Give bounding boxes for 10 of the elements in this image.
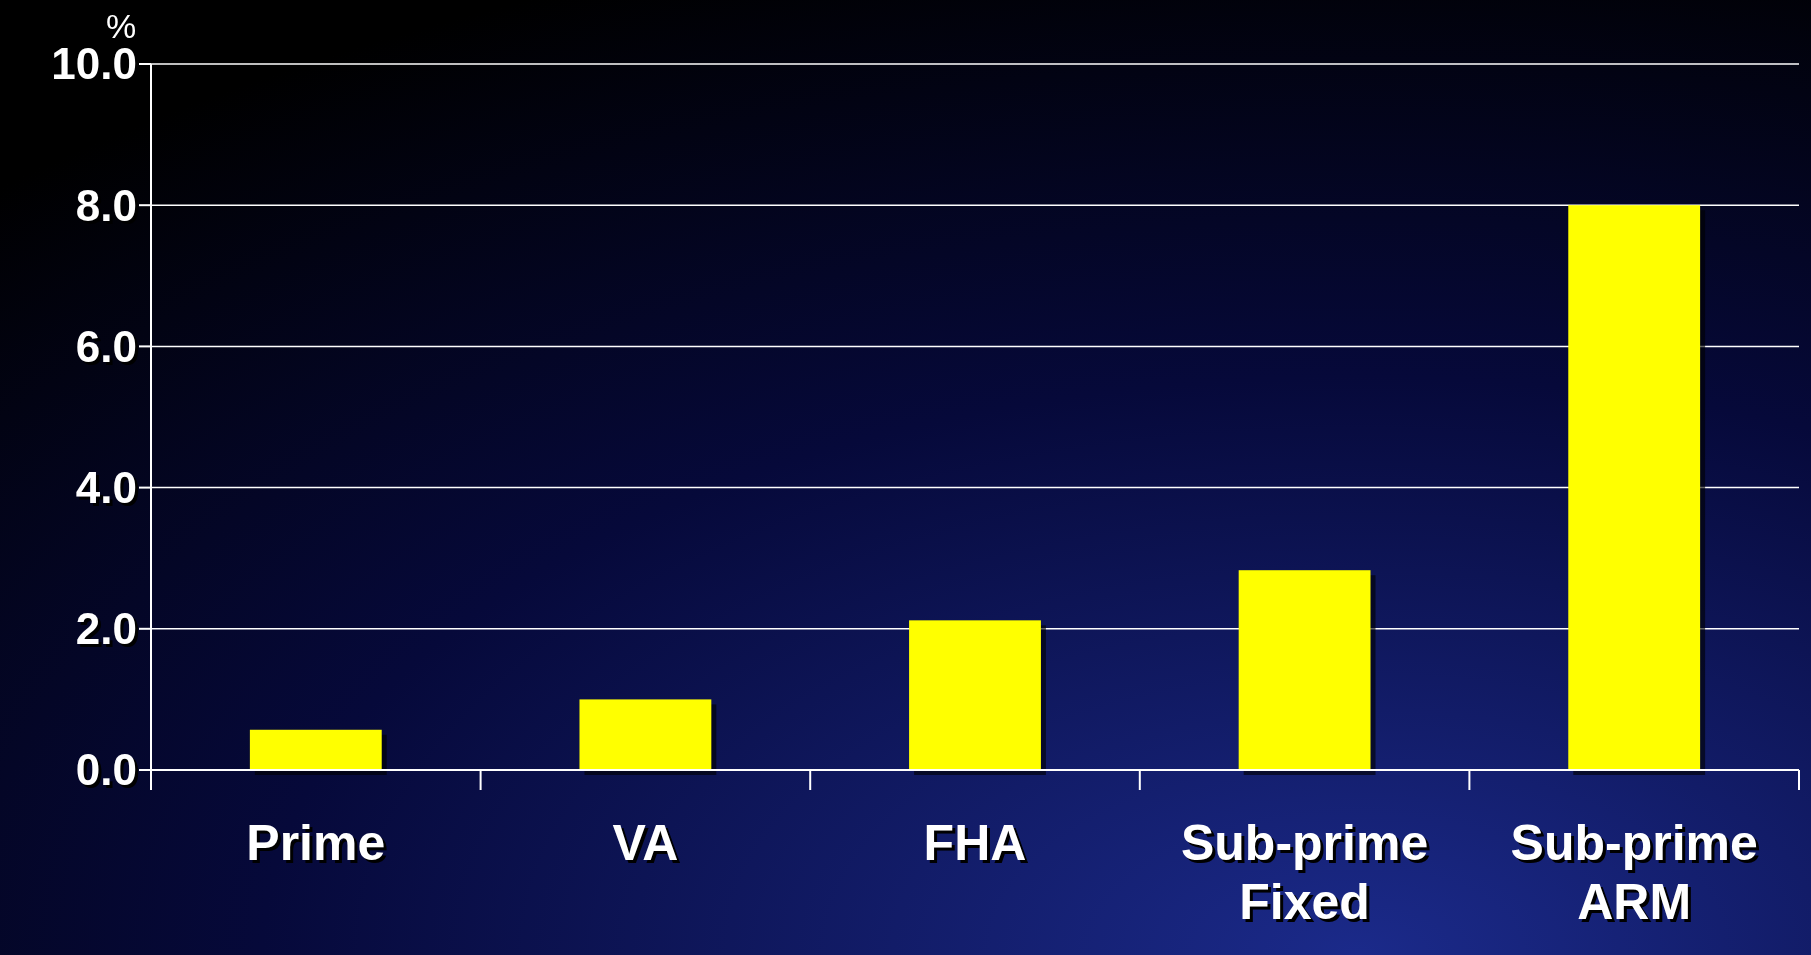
- x-tick-label: Sub-prime ARM: [1510, 815, 1758, 930]
- y-tick-label: 6.0: [75, 321, 137, 371]
- y-tick-label: 8.0: [75, 180, 137, 230]
- x-tick-label: FHA: [923, 815, 1027, 871]
- y-tick-label: 0.0: [75, 745, 137, 795]
- x-tick-label: Prime: [246, 815, 386, 871]
- y-tick-label: 4.0: [75, 463, 137, 512]
- y-tick-label: 2.0: [75, 604, 137, 654]
- x-tick-label: VA: [612, 815, 679, 871]
- x-tick-label: Sub-prime Fixed: [1180, 815, 1429, 930]
